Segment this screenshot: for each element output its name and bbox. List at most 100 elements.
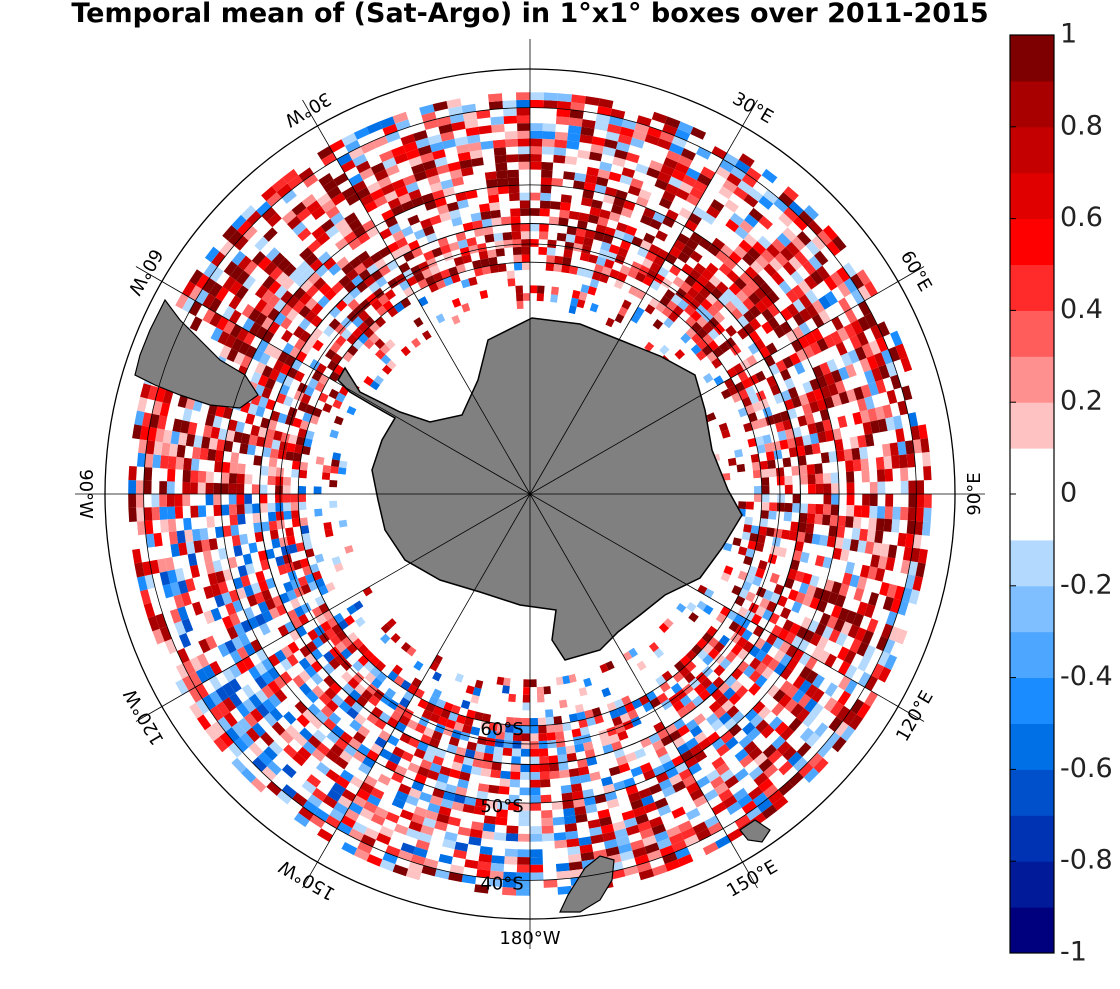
data-cell bbox=[554, 839, 568, 849]
data-cell bbox=[283, 395, 294, 407]
data-cell bbox=[649, 857, 665, 869]
data-cell bbox=[689, 250, 703, 263]
data-cells bbox=[128, 92, 932, 896]
data-cell bbox=[530, 239, 539, 247]
data-cell bbox=[666, 825, 681, 838]
data-cell bbox=[324, 528, 334, 538]
data-cell bbox=[608, 733, 620, 744]
data-cell bbox=[197, 470, 207, 483]
data-cell bbox=[128, 480, 137, 494]
data-cell bbox=[516, 92, 530, 101]
data-cell bbox=[679, 655, 691, 667]
data-cell bbox=[738, 239, 753, 253]
data-cell bbox=[304, 252, 318, 267]
data-cell bbox=[448, 241, 460, 252]
data-cell bbox=[658, 622, 669, 633]
data-cell bbox=[420, 152, 435, 164]
data-cell bbox=[507, 169, 519, 178]
data-cell bbox=[542, 138, 555, 148]
data-cell bbox=[330, 466, 339, 474]
data-cell bbox=[433, 654, 443, 665]
data-cell bbox=[268, 280, 282, 295]
data-cell bbox=[417, 766, 430, 778]
data-cell bbox=[711, 756, 726, 770]
data-cell bbox=[380, 623, 391, 634]
data-cell bbox=[773, 775, 789, 790]
data-cell bbox=[583, 677, 593, 688]
data-cell bbox=[787, 589, 799, 602]
data-cell bbox=[849, 334, 862, 350]
data-cell bbox=[481, 265, 492, 275]
data-cell bbox=[368, 694, 381, 707]
data-cell bbox=[720, 225, 735, 239]
data-cell bbox=[753, 772, 769, 787]
data-cell bbox=[755, 568, 766, 579]
data-cell bbox=[791, 284, 806, 299]
data-cell bbox=[665, 723, 678, 735]
data-cell bbox=[331, 556, 342, 566]
data-cell bbox=[834, 537, 844, 549]
data-cell bbox=[693, 713, 706, 726]
data-cell bbox=[804, 275, 818, 290]
data-cell bbox=[767, 553, 778, 565]
data-cell bbox=[223, 535, 234, 548]
data-cell bbox=[723, 687, 736, 700]
data-cell bbox=[843, 323, 857, 339]
data-cell bbox=[682, 174, 697, 187]
data-cell bbox=[763, 784, 779, 799]
data-cell bbox=[811, 674, 825, 689]
data-cell bbox=[799, 503, 808, 514]
meridian bbox=[529, 493, 925, 722]
data-cell bbox=[656, 692, 669, 704]
data-cell bbox=[860, 458, 870, 471]
data-cell bbox=[737, 370, 749, 382]
data-cell bbox=[502, 879, 517, 888]
data-cell bbox=[398, 262, 411, 274]
data-cell bbox=[703, 373, 714, 384]
longitude-label: 120°E bbox=[892, 687, 938, 745]
data-cell bbox=[805, 390, 817, 404]
data-cell bbox=[521, 725, 530, 734]
data-cell bbox=[614, 149, 628, 160]
data-cell bbox=[589, 151, 603, 162]
data-cell bbox=[291, 460, 301, 470]
data-cell bbox=[432, 271, 444, 283]
data-cell bbox=[745, 548, 755, 558]
data-cell bbox=[491, 124, 505, 133]
data-cell bbox=[799, 474, 808, 485]
data-cell bbox=[353, 409, 364, 419]
data-cell bbox=[817, 431, 827, 443]
data-cell bbox=[380, 354, 391, 365]
data-cell bbox=[494, 738, 505, 748]
data-cell bbox=[637, 755, 650, 767]
data-cell bbox=[260, 731, 275, 747]
data-cell bbox=[627, 185, 641, 197]
data-cell bbox=[662, 760, 676, 772]
data-cell bbox=[228, 230, 243, 246]
data-cell bbox=[147, 426, 158, 442]
data-cell bbox=[223, 712, 238, 728]
data-cell bbox=[353, 126, 370, 140]
data-cell bbox=[334, 737, 349, 751]
data-cell bbox=[843, 277, 858, 294]
data-cell bbox=[788, 256, 803, 271]
data-cell bbox=[912, 396, 923, 413]
colorbar-tick-label: -0.2 bbox=[1060, 569, 1113, 600]
data-cell bbox=[357, 841, 373, 854]
data-cell bbox=[274, 735, 289, 750]
data-cell bbox=[374, 195, 388, 208]
data-cell bbox=[630, 210, 643, 222]
data-cell bbox=[801, 572, 813, 585]
data-cell bbox=[680, 827, 696, 840]
data-cell bbox=[375, 628, 386, 639]
data-cell bbox=[698, 737, 712, 751]
data-cell bbox=[155, 613, 167, 629]
data-cell bbox=[737, 570, 748, 581]
data-cell bbox=[242, 275, 256, 290]
data-cell bbox=[445, 258, 456, 269]
data-cell bbox=[279, 671, 293, 685]
data-cell bbox=[248, 742, 264, 757]
data-cell bbox=[727, 457, 737, 466]
data-cell bbox=[351, 274, 364, 287]
data-cell bbox=[713, 269, 727, 282]
